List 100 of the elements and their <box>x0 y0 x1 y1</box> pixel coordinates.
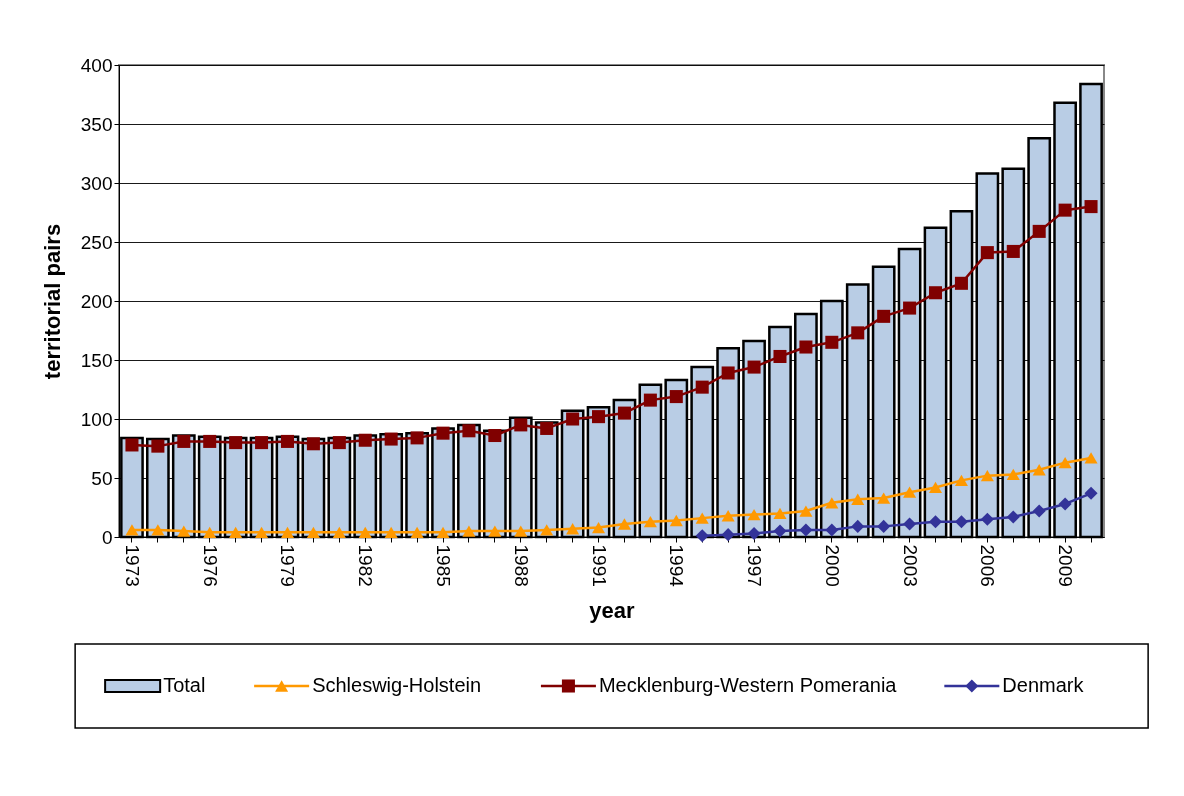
point <box>721 510 735 522</box>
point <box>540 421 554 435</box>
point <box>669 514 683 527</box>
point <box>695 529 709 543</box>
point <box>436 426 450 440</box>
point <box>773 349 787 363</box>
point <box>825 497 839 509</box>
x-tick-label: 2003 <box>899 544 921 587</box>
point <box>540 524 554 536</box>
point <box>436 526 450 538</box>
point <box>721 366 735 380</box>
point <box>928 286 943 300</box>
point <box>928 515 943 529</box>
point <box>903 301 917 315</box>
point <box>799 523 813 537</box>
y-tick-label: 250 <box>80 231 113 253</box>
point <box>669 390 683 404</box>
point <box>410 431 424 445</box>
point <box>747 526 761 540</box>
y-tick-label: 200 <box>80 290 113 312</box>
y-tick-label: 100 <box>80 408 113 430</box>
point <box>1032 224 1046 238</box>
point <box>877 519 891 533</box>
point <box>255 436 269 450</box>
point <box>773 524 787 538</box>
point <box>384 432 398 446</box>
point <box>721 528 735 542</box>
x-tick-label: 1997 <box>744 544 766 587</box>
point <box>203 526 217 538</box>
point <box>255 526 269 538</box>
point <box>488 429 502 443</box>
point <box>825 335 839 349</box>
y-axis-title: territorial pairs <box>39 223 65 380</box>
point <box>954 474 968 487</box>
x-tick-label: 2006 <box>977 544 999 587</box>
point <box>877 309 891 323</box>
point <box>1084 486 1098 500</box>
legend-label: Mecklenburg-Western Pomerania <box>598 674 898 696</box>
point <box>566 523 580 535</box>
point <box>851 326 865 340</box>
x-tick-label: 1985 <box>433 544 455 587</box>
point <box>462 525 476 537</box>
point <box>280 434 295 448</box>
legend-label: Denmark <box>1002 674 1085 696</box>
point <box>903 486 917 498</box>
point <box>151 524 165 536</box>
point <box>954 515 968 529</box>
x-tick-label: 1994 <box>666 544 688 588</box>
point <box>384 526 398 538</box>
y-tick-label: 300 <box>80 172 113 194</box>
point <box>617 518 631 530</box>
y-tick-label: 50 <box>91 467 113 489</box>
point <box>980 246 994 260</box>
point <box>177 434 191 448</box>
x-tick-label: 1982 <box>355 544 377 587</box>
point <box>877 492 891 504</box>
point <box>1006 244 1020 258</box>
point <box>280 526 295 538</box>
point <box>851 493 865 505</box>
point <box>358 526 372 538</box>
point <box>332 526 346 538</box>
y-tick-label: 0 <box>101 526 113 548</box>
point <box>1032 504 1046 518</box>
point <box>695 380 709 394</box>
x-axis-title: year <box>589 597 636 623</box>
x-tick-label: 2000 <box>821 544 843 587</box>
point <box>410 526 424 538</box>
point <box>229 526 243 538</box>
point <box>980 512 994 526</box>
point <box>306 526 320 538</box>
point <box>1058 497 1072 511</box>
point <box>151 439 165 453</box>
point <box>462 424 476 438</box>
point <box>592 410 606 424</box>
x-tick-label: 2009 <box>1055 544 1077 587</box>
point <box>747 360 761 374</box>
point <box>1084 452 1098 464</box>
point <box>514 418 528 432</box>
point <box>825 523 839 537</box>
x-tick-label: 1973 <box>121 544 143 587</box>
point <box>954 276 968 290</box>
point <box>617 406 631 420</box>
point <box>1058 457 1072 469</box>
point <box>125 438 139 452</box>
point <box>306 437 320 451</box>
x-tick-label: 1976 <box>199 544 221 587</box>
point <box>514 525 528 537</box>
y-tick-label: 400 <box>80 54 113 76</box>
point <box>747 508 761 521</box>
x-tick-label: 1991 <box>588 544 610 587</box>
point <box>203 434 217 448</box>
point <box>903 517 917 531</box>
point <box>1058 203 1072 217</box>
point <box>566 412 580 426</box>
point <box>695 512 709 524</box>
point <box>851 519 865 533</box>
y-tick-label: 150 <box>80 349 113 371</box>
point <box>1006 468 1020 481</box>
point <box>928 481 943 494</box>
point <box>229 436 243 450</box>
